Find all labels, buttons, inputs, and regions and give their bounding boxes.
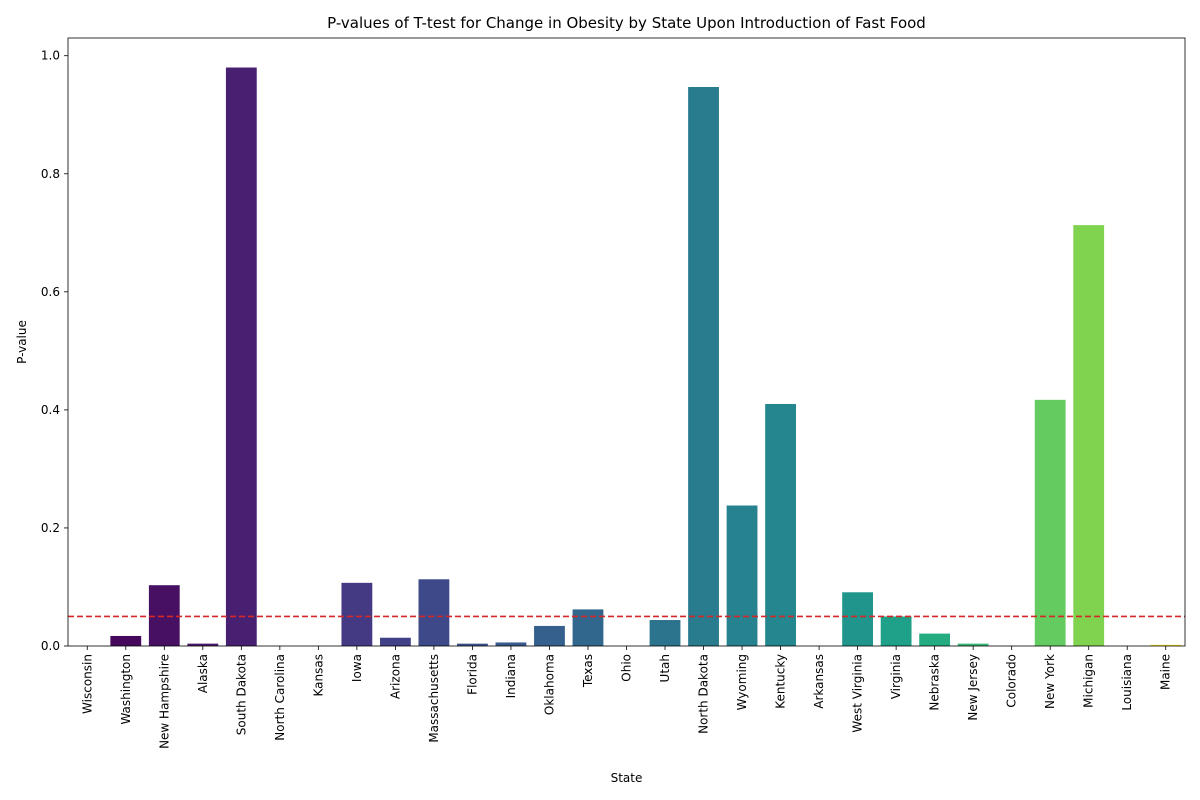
x-tick-label: Oklahoma xyxy=(542,654,556,715)
x-tick-label: Wisconsin xyxy=(80,654,94,714)
x-tick-label: Arizona xyxy=(388,654,402,699)
y-tick-label: 0.6 xyxy=(41,285,60,299)
x-ticks-layer: Wisconsin Washington New Hampshire Alaska So… xyxy=(80,646,1173,749)
x-tick-label: North Dakota xyxy=(697,654,711,734)
y-axis-label: P-value xyxy=(15,320,29,364)
bar-indiana xyxy=(495,642,527,646)
x-tick-label: Arkansas xyxy=(812,654,826,709)
bar-massachusetts xyxy=(418,579,450,646)
x-tick-label: Ohio xyxy=(620,654,634,682)
x-tick-label: West Virginia xyxy=(851,654,865,733)
bar-michigan xyxy=(1073,225,1105,647)
x-tick-label: New York xyxy=(1043,654,1057,709)
bar-utah xyxy=(649,620,681,646)
bar-florida xyxy=(457,643,488,646)
x-tick-label: Texas xyxy=(581,654,595,688)
x-tick-label: Kansas xyxy=(311,654,325,696)
bar-new-jersey xyxy=(957,643,989,646)
bar-oklahoma xyxy=(534,625,565,646)
x-tick-label: New Hampshire xyxy=(157,654,171,749)
x-tick-label: Kentucky xyxy=(774,654,788,709)
bar-virginia xyxy=(880,616,912,646)
y-tick-label: 1.0 xyxy=(41,49,60,63)
x-tick-label: Wyoming xyxy=(735,654,749,710)
x-tick-label: Colorado xyxy=(1005,654,1019,708)
bar-kentucky xyxy=(765,403,796,646)
y-tick-label: 0.0 xyxy=(41,639,60,653)
y-tick-label: 0.4 xyxy=(41,403,60,417)
bar-arizona xyxy=(379,637,411,646)
x-tick-label: Michigan xyxy=(1082,654,1096,708)
y-ticks-layer: 0.0 0.2 0.4 0.6 0.8 1.0 xyxy=(41,49,68,653)
bar-iowa xyxy=(341,582,373,646)
x-tick-label: Louisiana xyxy=(1120,654,1134,711)
y-tick-label: 0.2 xyxy=(41,521,60,535)
x-tick-label: North Carolina xyxy=(273,654,287,741)
x-tick-label: New Jersey xyxy=(966,654,980,721)
x-tick-label: Utah xyxy=(658,654,672,682)
bar-maine xyxy=(1150,644,1182,646)
y-tick-label: 0.8 xyxy=(41,167,60,181)
x-axis-label: State xyxy=(611,771,643,785)
x-tick-label: South Dakota xyxy=(234,654,248,735)
x-tick-label: Indiana xyxy=(504,654,518,698)
chart-title: P-values of T-test for Change in Obesity… xyxy=(327,14,926,32)
x-tick-label: Massachusetts xyxy=(427,654,441,743)
bar-west-virginia xyxy=(842,592,874,646)
x-tick-label: Florida xyxy=(465,654,479,695)
x-tick-label: Maine xyxy=(1159,654,1173,690)
x-tick-label: Nebraska xyxy=(928,654,942,711)
bar-washington xyxy=(110,635,142,646)
x-tick-label: Virginia xyxy=(889,654,903,699)
x-tick-label: Alaska xyxy=(196,654,210,693)
bars-layer xyxy=(110,67,1182,647)
bar-wyoming xyxy=(726,505,758,646)
bar-alaska xyxy=(187,643,219,646)
bar-nebraska xyxy=(919,633,951,646)
x-tick-label: Iowa xyxy=(350,654,364,682)
x-tick-label: Washington xyxy=(119,654,133,725)
bar-north-dakota xyxy=(688,86,719,647)
bar-texas xyxy=(572,609,604,646)
bar-new-hampshire xyxy=(148,585,180,646)
bar-south-dakota xyxy=(225,67,257,646)
bar-new-york xyxy=(1034,399,1066,646)
